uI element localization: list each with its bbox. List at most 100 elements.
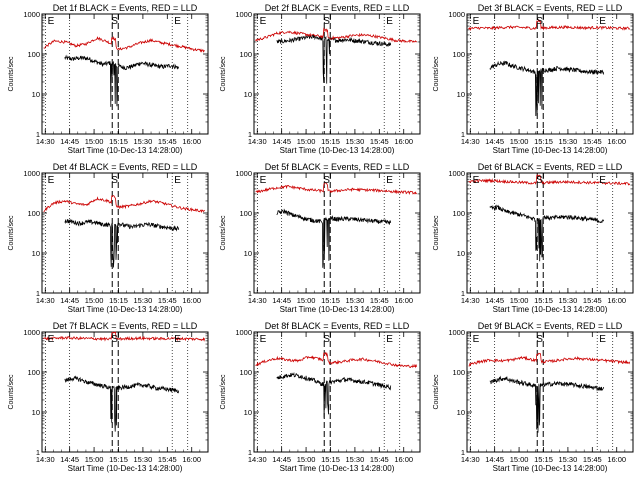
x-tick-label: 15:30: [134, 137, 153, 146]
panel-8: Det 8f BLACK = Events, RED = LLD 1 10 100 10…: [220, 321, 421, 473]
x-tick-label: 15:45: [583, 137, 602, 146]
panel-title: Det 7f BLACK = Events, RED = LLD: [53, 321, 198, 331]
panel-3: Det 3f BLACK = Events, RED = LLD 1 10 100 10…: [433, 3, 634, 155]
x-tick-label: 15:30: [559, 137, 578, 146]
lld-series-line: [43, 331, 206, 342]
x-tick-label: 15:00: [510, 455, 529, 464]
x-tick-label: 14:45: [60, 296, 79, 305]
lld-series-line: [255, 182, 418, 196]
y-tick-label: 100: [27, 368, 40, 377]
events-series-line: [64, 54, 180, 107]
x-tick-label: 15:15: [321, 296, 340, 305]
marker-e-left: E: [260, 16, 267, 27]
x-tick-label: 15:30: [346, 296, 365, 305]
y-axis-label: Counts/sec: [433, 374, 440, 410]
marker-e-right: E: [386, 334, 393, 345]
marker-e-left: E: [48, 175, 55, 186]
marker-e-left: E: [473, 334, 480, 345]
marker-e-left: E: [48, 16, 55, 27]
x-tick-label: 15:30: [559, 296, 578, 305]
x-tick-label: 16:00: [607, 296, 626, 305]
marker-e-right: E: [599, 334, 606, 345]
y-tick-label: 1: [461, 448, 465, 457]
x-axis-label: Start Time (10-Dec-13 14:28:00): [68, 305, 183, 314]
x-tick-label: 15:15: [534, 455, 553, 464]
lld-series-line: [255, 351, 418, 369]
panel-4: Det 4f BLACK = Events, RED = LLD 1 10 100 10…: [8, 162, 209, 314]
x-tick-label: 14:45: [485, 137, 504, 146]
lld-series-line: [43, 36, 205, 53]
panel-7: Det 7f BLACK = Events, RED = LLD 1 10 100 10…: [8, 321, 209, 473]
y-tick-label: 1000: [23, 10, 40, 19]
x-tick-label: 15:00: [85, 137, 104, 146]
x-tick-label: 14:30: [248, 296, 267, 305]
lld-series-line: [468, 352, 631, 367]
x-tick-label: 14:30: [36, 137, 55, 146]
x-tick-label: 14:45: [60, 137, 79, 146]
panel-6: Det 6f BLACK = Events, RED = LLD 1 10 100 10…: [433, 162, 634, 314]
marker-e-left: E: [48, 334, 55, 345]
marker-e-right: E: [599, 175, 606, 186]
panel-2: Det 2f BLACK = Events, RED = LLD 1 10 100 10…: [220, 3, 421, 155]
y-tick-label: 1000: [448, 169, 465, 178]
x-tick-label: 14:30: [461, 455, 480, 464]
y-tick-label: 10: [244, 90, 252, 99]
y-axis-label: Counts/sec: [220, 56, 227, 92]
x-tick-label: 15:45: [370, 137, 389, 146]
y-tick-label: 1000: [235, 169, 252, 178]
x-tick-label: 15:15: [109, 137, 128, 146]
x-tick-label: 14:45: [272, 455, 291, 464]
marker-s: S: [111, 175, 118, 186]
y-tick-label: 1: [248, 130, 252, 139]
marker-s: S: [323, 16, 330, 27]
events-series-line: [489, 60, 605, 117]
panel-title: Det 2f BLACK = Events, RED = LLD: [265, 3, 410, 13]
y-axis-label: Counts/sec: [433, 215, 440, 251]
x-tick-label: 16:00: [394, 137, 413, 146]
x-tick-label: 14:45: [485, 296, 504, 305]
x-tick-label: 14:30: [461, 137, 480, 146]
x-tick-label: 15:15: [109, 455, 128, 464]
x-tick-label: 16:00: [394, 296, 413, 305]
panel-5: Det 5f BLACK = Events, RED = LLD 1 10 100 10…: [220, 162, 421, 314]
x-tick-label: 16:00: [182, 455, 201, 464]
x-tick-label: 14:30: [36, 296, 55, 305]
x-tick-label: 15:45: [583, 455, 602, 464]
marker-s: S: [536, 16, 543, 27]
x-tick-label: 14:45: [60, 455, 79, 464]
y-tick-label: 100: [452, 368, 465, 377]
x-tick-label: 15:30: [134, 455, 153, 464]
x-tick-label: 14:30: [248, 137, 267, 146]
y-axis-label: Counts/sec: [8, 56, 15, 92]
x-tick-label: 15:15: [321, 137, 340, 146]
plot-frame: [466, 13, 634, 135]
x-axis-label: Start Time (10-Dec-13 14:28:00): [68, 146, 183, 155]
x-axis-label: Start Time (10-Dec-13 14:28:00): [280, 305, 395, 314]
y-tick-label: 100: [452, 209, 465, 218]
events-series-line: [276, 371, 392, 418]
events-series-line: [489, 375, 605, 433]
plot-frame: [253, 331, 421, 453]
marker-s: S: [323, 175, 330, 186]
marker-s: S: [536, 334, 543, 345]
events-series-line: [276, 208, 392, 268]
y-tick-label: 1000: [235, 328, 252, 337]
marker-e-right: E: [599, 16, 606, 27]
plot-frame: [466, 331, 634, 453]
x-axis-label: Start Time (10-Dec-13 14:28:00): [280, 146, 395, 155]
x-tick-label: 15:30: [559, 455, 578, 464]
panel-title: Det 9f BLACK = Events, RED = LLD: [478, 321, 623, 331]
x-tick-label: 15:30: [346, 455, 365, 464]
marker-e-left: E: [473, 16, 480, 27]
y-tick-label: 1000: [23, 328, 40, 337]
y-axis-label: Counts/sec: [220, 215, 227, 251]
lld-series-line: [255, 27, 418, 44]
y-tick-label: 1000: [448, 328, 465, 337]
panel-title: Det 8f BLACK = Events, RED = LLD: [265, 321, 410, 331]
panel-title: Det 4f BLACK = Events, RED = LLD: [53, 162, 198, 172]
x-tick-label: 16:00: [182, 137, 201, 146]
y-tick-label: 10: [457, 408, 465, 417]
x-axis-label: Start Time (10-Dec-13 14:28:00): [493, 146, 608, 155]
plot-frame: [466, 172, 634, 294]
x-axis-label: Start Time (10-Dec-13 14:28:00): [493, 464, 608, 473]
